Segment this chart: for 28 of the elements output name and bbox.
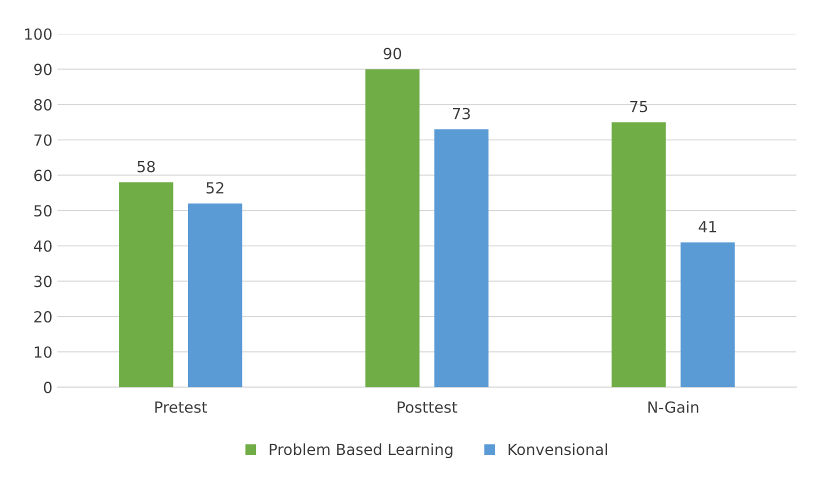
data-label: 73 — [452, 108, 470, 120]
y-tick-label: 70 — [34, 134, 52, 146]
data-label: 58 — [138, 160, 155, 172]
x-tick-label: Pretest — [155, 402, 208, 413]
legend-label: Konvensional — [508, 443, 608, 456]
y-tick-label: 0 — [44, 382, 52, 394]
legend-label: Problem Based Learning — [270, 443, 452, 458]
y-tick-label: 60 — [34, 170, 52, 182]
bar — [612, 122, 666, 388]
y-tick-label: 40 — [34, 240, 52, 252]
y-tick-label: 30 — [34, 276, 52, 288]
y-tick-label: 20 — [34, 311, 52, 323]
x-tick-label: N-Gain — [648, 401, 698, 413]
bar — [119, 182, 174, 388]
bar — [680, 242, 735, 388]
data-label: 41 — [698, 221, 716, 232]
y-tick-label: 50 — [34, 205, 52, 217]
data-label: 90 — [384, 48, 402, 60]
bar — [188, 203, 242, 388]
y-tick-label: 90 — [34, 64, 52, 76]
data-label: 75 — [630, 100, 648, 112]
y-tick-label: 80 — [34, 99, 52, 111]
y-tick-label: 10 — [34, 346, 52, 358]
data-label: 52 — [206, 182, 224, 194]
bar — [434, 129, 488, 388]
bar — [365, 69, 420, 388]
y-tick-label: 100 — [25, 28, 52, 40]
x-tick-label: Posttest — [398, 402, 458, 413]
